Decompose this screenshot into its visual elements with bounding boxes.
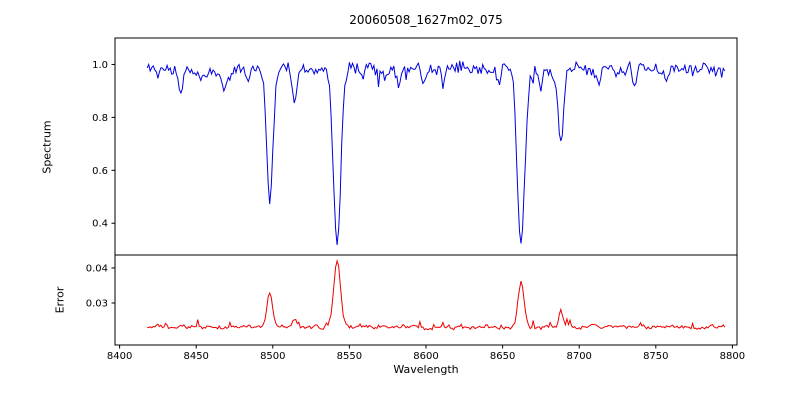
- x-tick-label: 8400: [107, 351, 132, 362]
- error-ytick-label: 0.03: [86, 298, 108, 309]
- x-tick-label: 8700: [566, 351, 591, 362]
- x-tick-label: 8500: [260, 351, 285, 362]
- x-tick-label: 8450: [183, 351, 208, 362]
- error-axes-border: [114, 254, 738, 346]
- error-line: [147, 258, 726, 331]
- x-tick-label: 8750: [643, 351, 668, 362]
- spectrum-ytick-label: 0.4: [92, 219, 108, 230]
- spectrum-ytick-label: 0.8: [92, 113, 108, 124]
- error-ytick-label: 0.04: [86, 263, 108, 274]
- x-tick-label: 8800: [720, 351, 745, 362]
- spectrum-ytick-label: 1.0: [92, 60, 108, 71]
- chart-title: 20060508_1627m02_075: [349, 13, 503, 27]
- spectrum-axes-border: [114, 37, 738, 256]
- spectrum-line: [146, 60, 726, 246]
- x-tick-label: 8550: [337, 351, 362, 362]
- spectrum-ytick-label: 0.6: [92, 166, 108, 177]
- x-tick-label: 8600: [413, 351, 438, 362]
- wavelength-axis-label: Wavelength: [393, 363, 459, 376]
- x-tick-label: 8650: [490, 351, 515, 362]
